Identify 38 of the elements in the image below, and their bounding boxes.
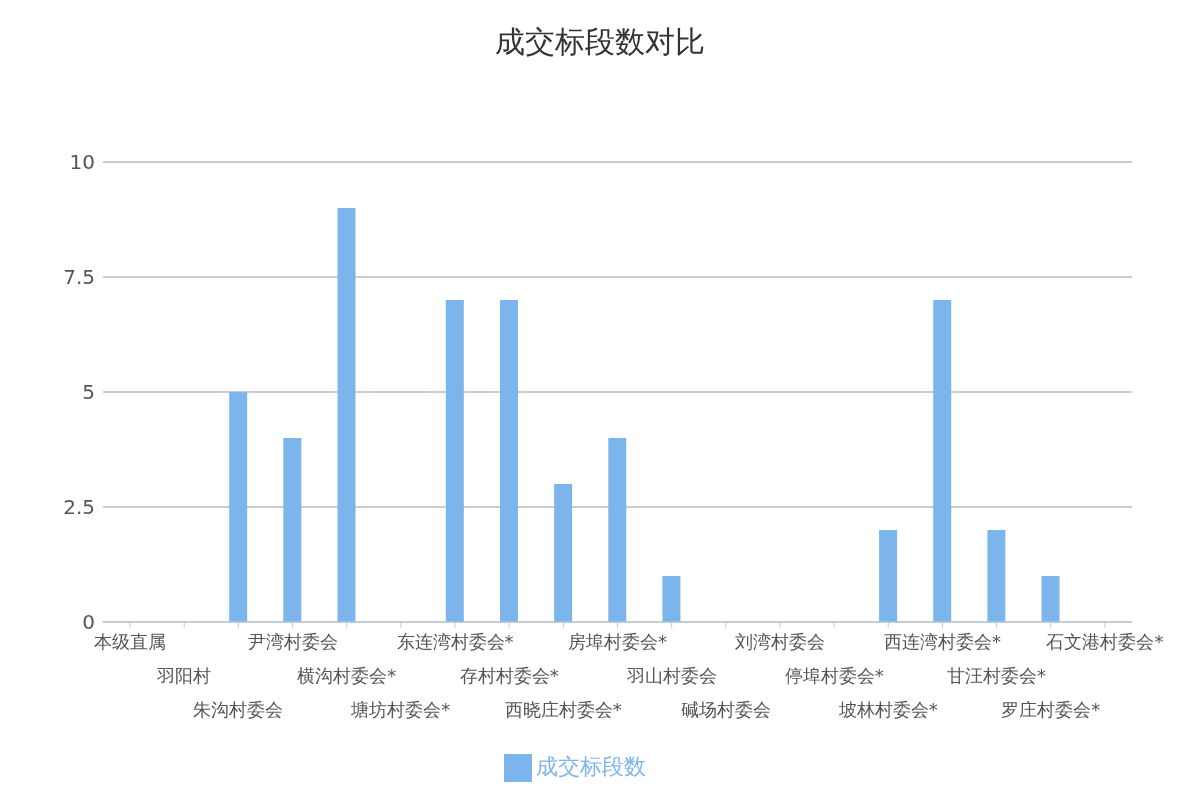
x-tick-label: 罗庄村委会* bbox=[1001, 699, 1101, 720]
x-tick-label: 塘坊村委会* bbox=[350, 699, 451, 720]
x-tick-label: 羽山村委会 bbox=[625, 665, 717, 686]
chart-title: 成交标段数对比 bbox=[494, 23, 706, 61]
bar bbox=[933, 300, 952, 622]
bar bbox=[554, 484, 573, 622]
bar bbox=[283, 438, 302, 622]
bar bbox=[662, 576, 681, 622]
x-tick-label: 房埠村委会* bbox=[568, 631, 667, 652]
bar bbox=[1041, 576, 1060, 622]
x-tick-label: 碱场村委会 bbox=[680, 699, 771, 720]
x-tick-label: 存村村委会* bbox=[459, 665, 559, 686]
x-tick-label: 尹湾村委会 bbox=[247, 631, 338, 652]
x-tick-label: 羽阳村 bbox=[156, 665, 212, 686]
y-tick-label: 7.5 bbox=[63, 265, 95, 290]
legend-label: 成交标段数 bbox=[536, 754, 646, 779]
bar bbox=[229, 392, 248, 622]
bar bbox=[987, 530, 1006, 622]
bar bbox=[608, 438, 627, 622]
x-tick-label: 朱沟村委会 bbox=[193, 699, 284, 720]
bar bbox=[445, 300, 464, 622]
y-tick-label: 0 bbox=[82, 610, 95, 635]
y-tick-label: 5 bbox=[82, 380, 95, 405]
x-tick-label: 横沟村委会* bbox=[297, 665, 397, 686]
bar bbox=[337, 208, 356, 622]
x-tick-label: 甘汪村委会* bbox=[947, 665, 1047, 686]
x-tick-label: 坡林村委会* bbox=[837, 699, 938, 720]
bar bbox=[499, 300, 518, 622]
x-tick-label: 西晓庄村委会* bbox=[504, 699, 622, 720]
y-tick-label: 10 bbox=[69, 150, 95, 175]
x-tick-label: 本级直属 bbox=[94, 631, 167, 652]
x-tick-label: 东连湾村委会* bbox=[396, 631, 514, 652]
y-tick-label: 2.5 bbox=[63, 495, 95, 520]
bar bbox=[879, 530, 898, 622]
x-tick-label: 刘湾村委会 bbox=[734, 631, 825, 652]
x-tick-label: 西连湾村委会* bbox=[883, 631, 1001, 652]
x-tick-label: 石文港村委会* bbox=[1046, 631, 1164, 652]
x-tick-label: 停埠村委会* bbox=[784, 665, 884, 686]
